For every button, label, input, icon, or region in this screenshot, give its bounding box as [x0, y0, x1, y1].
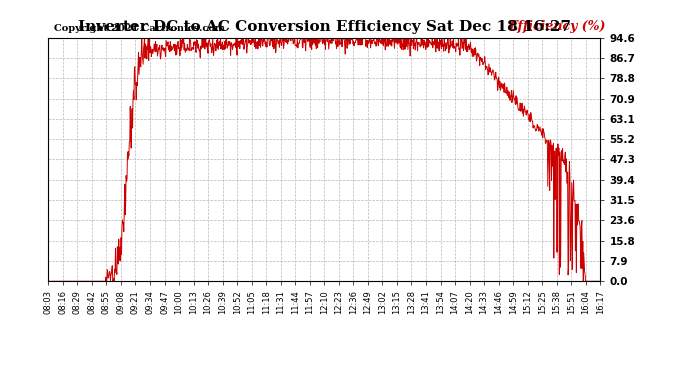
Text: Efficiency (%): Efficiency (%)	[509, 20, 606, 33]
Title: Inverter DC to AC Conversion Efficiency Sat Dec 18 16:27: Inverter DC to AC Conversion Efficiency …	[78, 20, 571, 33]
Text: Copyright 2021 Cartronics.com: Copyright 2021 Cartronics.com	[54, 24, 225, 33]
